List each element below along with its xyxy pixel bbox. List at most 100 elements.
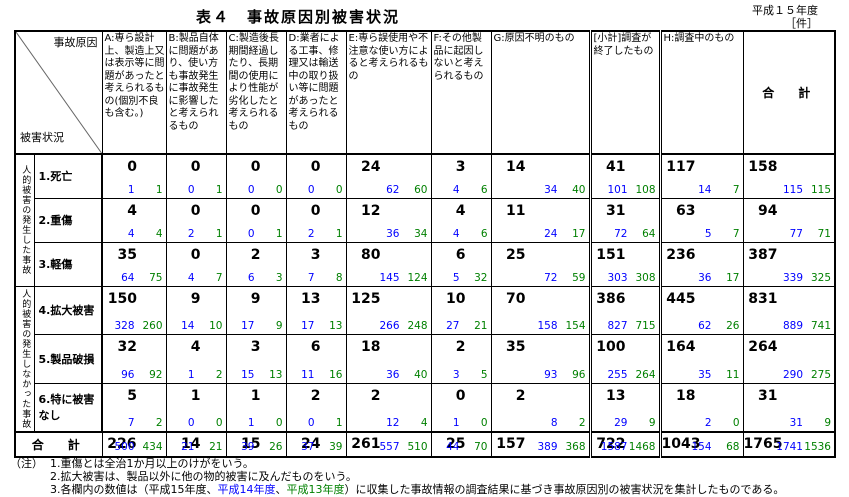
- footnotes: （注） 1.重傷とは全治1か月以上のけがをいう。 2.拡大被害は、製品以外に他の物…: [10, 457, 784, 496]
- data-cell-e: 2 12 4: [345, 382, 432, 432]
- value-h13: 59: [572, 271, 586, 284]
- data-cell-d: 0 2 1: [285, 197, 347, 243]
- value-h15: 0: [310, 202, 321, 219]
- value-h15: 1043: [661, 435, 701, 452]
- value-h15: 9: [250, 290, 261, 307]
- data-cell-e: 125 266 248: [345, 285, 432, 335]
- value-h13: 75: [149, 271, 163, 284]
- footnote-3: 3.各欄内の数値は（平成15年度、平成14年度、平成13年度）に収集した事故情報…: [50, 483, 785, 496]
- value-h14: 827: [607, 320, 628, 332]
- value-h15: 10: [446, 290, 466, 307]
- data-cell-h: 18 2 0: [659, 382, 744, 432]
- value-h15: 0: [310, 159, 321, 175]
- total-cell-e: 261 557 510: [345, 430, 432, 457]
- row-label: 5.製品破損: [33, 334, 103, 384]
- value-h13: 1: [155, 183, 163, 196]
- data-cell-total: 264 290 275: [742, 334, 836, 384]
- value-h15: 80: [361, 246, 381, 263]
- data-cell-a: 4 4 4: [101, 197, 167, 243]
- value-h15: 4: [190, 339, 201, 355]
- value-h15: 0: [127, 159, 137, 175]
- value-h13: 308: [635, 271, 656, 284]
- value-h15: 24: [361, 159, 381, 175]
- value-h14: 93: [544, 368, 558, 381]
- value-h13: 260: [142, 320, 163, 332]
- row-group-label: 人的被害の発生しなかった事故: [14, 285, 35, 432]
- value-h15: 13: [301, 290, 321, 307]
- column-header-e: E:専ら誤使用や不注意な使い方によると考えられるもの: [345, 30, 432, 155]
- value-h13: 7: [732, 183, 740, 196]
- total-cell-subtotal: 722 1587 1468: [588, 430, 662, 457]
- value-h14: 11: [301, 368, 315, 381]
- data-cell-h: 445 62 26: [659, 285, 744, 335]
- footnote-2: 2.拡大被害は、製品以外に他の物的被害に及んだものをいう。: [50, 470, 357, 483]
- data-cell-g: 2 8 2: [490, 382, 591, 432]
- row-label: 6.特に被害なし: [33, 382, 103, 432]
- total-cell-g: 157 389 368: [490, 430, 591, 457]
- value-h13: 3: [275, 271, 283, 284]
- value-h14: 303: [607, 271, 628, 284]
- row-label: 2.重傷: [33, 197, 103, 243]
- value-h15: 41: [606, 159, 626, 175]
- table-row: 人的被害の発生しなかった事故 4.拡大被害 150 328 260 9 14 10 9 17 9 13…: [14, 285, 836, 432]
- value-h15: 157: [496, 435, 526, 452]
- value-h14: 62: [698, 320, 712, 332]
- data-cell-subtotal: 41 101 108: [588, 153, 662, 199]
- fiscal-year-label: 平成１５年度: [752, 4, 818, 17]
- value-h15: 3: [250, 339, 261, 355]
- value-h15: 2: [310, 387, 321, 404]
- value-h15: 6: [455, 246, 466, 263]
- value-h13: 26: [269, 440, 283, 453]
- value-h14: 500: [114, 440, 135, 453]
- value-h13: 9: [275, 320, 283, 332]
- column-header-d: D:業者による工事、修理又は輸送中の取り扱い等に問題があったと考えられるもの: [285, 30, 347, 155]
- value-h13: 4: [155, 227, 163, 240]
- value-h13: 368: [565, 440, 586, 453]
- total-cell-a: 226 500 434: [101, 430, 167, 457]
- column-header-c: C:製造後長期間経過したり、長期間の使用により性能が劣化したと考えられるもの: [225, 30, 287, 155]
- value-h15: 236: [666, 246, 696, 263]
- value-h15: 3: [455, 159, 466, 175]
- data-cell-b: 9 14 10: [165, 285, 227, 335]
- data-cell-a: 150 328 260: [101, 285, 167, 335]
- value-h14: 4: [452, 183, 460, 196]
- value-h15: 31: [606, 202, 626, 219]
- value-h14: 96: [121, 368, 135, 381]
- value-h14: 0: [247, 183, 255, 196]
- value-h14: 389: [537, 440, 558, 453]
- page-title: 表４ 事故原因別被害状況: [195, 8, 400, 26]
- header-row: 事故原因 被害状況 A:専ら設計上、製造上又は表示等に問題があったと考えられるも…: [14, 30, 836, 155]
- value-h13: 8: [335, 271, 343, 284]
- data-cell-f: 3 4 6: [430, 153, 492, 199]
- value-h15: 2: [515, 387, 526, 404]
- value-h15: 4: [127, 202, 137, 219]
- value-h13: 108: [635, 183, 656, 196]
- value-h13: 2: [578, 416, 586, 429]
- data-cell-g: 70 158 154: [490, 285, 591, 335]
- value-h15: 0: [190, 202, 201, 219]
- value-h15: 1: [250, 387, 261, 404]
- value-h15: 9: [190, 290, 201, 307]
- value-h15: 0: [455, 387, 466, 404]
- value-h13: 70: [474, 440, 488, 453]
- value-h14: 62: [386, 183, 400, 196]
- data-cell-e: 24 62 60: [345, 153, 432, 199]
- value-h14: 27: [446, 320, 460, 332]
- value-h13: 39: [329, 440, 343, 453]
- value-h13: 154: [565, 320, 586, 332]
- value-h14: 14: [698, 183, 712, 196]
- value-h15: 445: [666, 290, 696, 307]
- value-h14: 36: [386, 227, 400, 240]
- value-h14: 72: [544, 271, 558, 284]
- diagonal-line: [16, 32, 102, 153]
- value-h15: 0: [190, 159, 201, 175]
- value-h14: 3: [452, 368, 460, 381]
- value-h15: 1765: [743, 435, 783, 452]
- data-cell-h: 164 35 11: [659, 334, 744, 384]
- data-cell-a: 35 64 75: [101, 241, 167, 287]
- total-cell-b: 14 21 21: [165, 430, 227, 457]
- value-h14: 4: [127, 227, 135, 240]
- value-h15: 151: [596, 246, 626, 263]
- value-h14: 64: [121, 271, 135, 284]
- value-h14: 12: [386, 416, 400, 429]
